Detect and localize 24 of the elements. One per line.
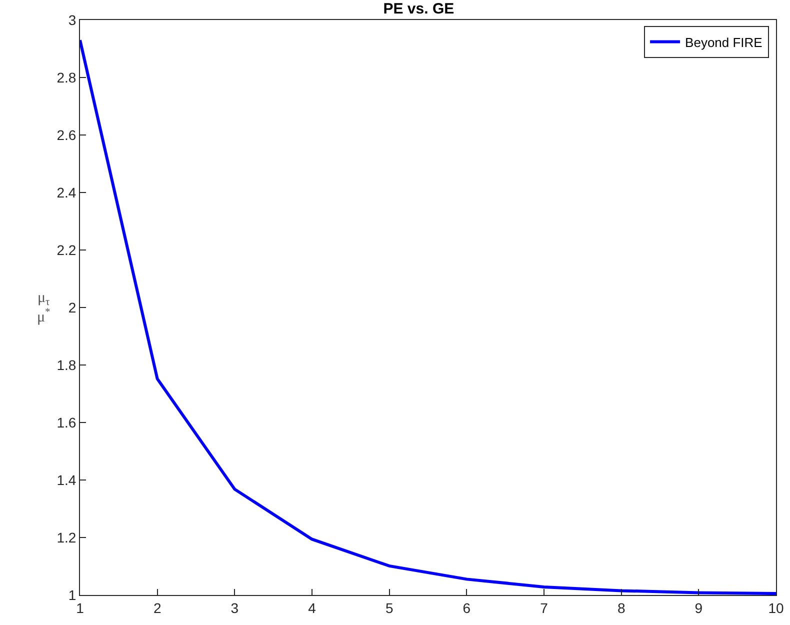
y-tick-label: 3 bbox=[68, 12, 76, 28]
y-tick-label: 2.8 bbox=[56, 69, 76, 86]
x-tick-label: 8 bbox=[617, 600, 626, 616]
x-tick-label: 3 bbox=[230, 600, 239, 616]
chart-title: PE vs. GE bbox=[383, 0, 454, 18]
y-tick-label: 2.2 bbox=[56, 242, 76, 258]
x-tick-label: 6 bbox=[462, 600, 471, 616]
x-tick-label: 4 bbox=[308, 600, 316, 616]
legend-label: Beyond FIRE bbox=[685, 34, 763, 50]
line-series bbox=[80, 38, 776, 595]
x-tick-label: 7 bbox=[540, 600, 548, 616]
y-tick-label: 2.4 bbox=[56, 184, 76, 200]
y-tick-label: 1 bbox=[68, 586, 76, 603]
y-tick-label: 1.8 bbox=[56, 356, 76, 373]
x-tick-label: 2 bbox=[153, 600, 162, 616]
x-tick-label: 9 bbox=[694, 600, 703, 616]
y-tick-label: 1.6 bbox=[56, 414, 76, 430]
y-tick-label: 2 bbox=[68, 299, 76, 316]
y-axis-title: μ$_{τ}$ μ$^{*}$ bbox=[37, 290, 50, 326]
x-tick-label: 5 bbox=[385, 600, 394, 616]
y-tick-label: 1.4 bbox=[56, 472, 76, 488]
y-tick-label: 2.6 bbox=[56, 126, 76, 143]
x-tick-label: 10 bbox=[768, 600, 784, 616]
y-tick-label: 1.2 bbox=[56, 529, 76, 546]
